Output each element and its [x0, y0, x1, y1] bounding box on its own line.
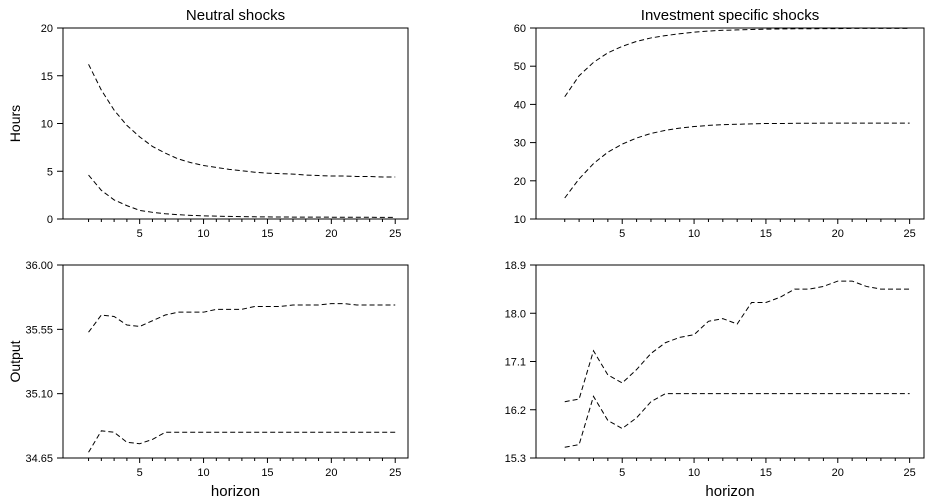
x-tick-label: 20	[832, 467, 844, 479]
series-line-2	[564, 393, 910, 448]
series-line-1	[88, 303, 396, 333]
series-line-2	[88, 430, 396, 453]
x-tick-label: 20	[325, 228, 337, 240]
x-tick-label: 5	[137, 467, 143, 479]
plot-frame	[535, 264, 925, 459]
x-tick-label: 5	[619, 228, 625, 240]
y-tick-label: 35.10	[25, 389, 53, 401]
series-line-1	[564, 27, 910, 98]
y-tick-label: 36.00	[25, 260, 53, 272]
y-tick-label: 30	[514, 138, 526, 150]
chart-panel-1: 5 10 15 20 25 0 5 10 15 20 Neutral shocks Hours	[7, 7, 409, 240]
x-tick-label: 15	[261, 467, 273, 479]
x-tick-label: 10	[688, 467, 700, 479]
series-line-1	[88, 64, 396, 178]
chart-panel-2: 5 10 15 20 25 10 20 30 40 50 60 Investment specific…	[514, 7, 925, 240]
x-tick-label: 25	[389, 228, 401, 240]
series-line-2	[564, 122, 910, 199]
plot-frame	[62, 264, 409, 459]
y-axis-label: Output	[7, 340, 23, 382]
plot-frame	[535, 27, 925, 220]
plot-frame	[62, 27, 409, 220]
x-axis-label: horizon	[705, 483, 754, 500]
y-tick-label: 10	[514, 214, 526, 226]
y-tick-label: 50	[514, 61, 526, 73]
x-tick-label: 25	[389, 467, 401, 479]
y-axis-label: Hours	[7, 105, 23, 142]
y-tick-label: 15.3	[505, 453, 526, 465]
y-tick-label: 20	[514, 176, 526, 188]
series-line-2	[88, 174, 396, 218]
y-tick-label: 60	[514, 23, 526, 35]
y-tick-label: 34.65	[25, 453, 53, 465]
x-axis-label: horizon	[211, 483, 260, 500]
x-tick-label: 10	[197, 467, 209, 479]
y-tick-label: 5	[47, 166, 53, 178]
y-tick-label: 40	[514, 99, 526, 111]
x-tick-label: 15	[760, 228, 772, 240]
y-tick-label: 18.9	[505, 260, 526, 272]
panel-title: Investment specific shocks	[641, 7, 819, 24]
x-tick-label: 15	[261, 228, 273, 240]
y-tick-label: 0	[47, 214, 53, 226]
x-tick-label: 25	[904, 228, 916, 240]
chart-panel-4: 5 10 15 20 25 15.3 16.2 17.1 18.0 18.9 horizon	[505, 260, 925, 500]
x-tick-label: 15	[760, 467, 772, 479]
y-tick-label: 35.55	[25, 324, 53, 336]
y-tick-label: 20	[41, 23, 53, 35]
y-tick-label: 18.0	[505, 308, 526, 320]
panel-title: Neutral shocks	[186, 7, 285, 24]
x-tick-label: 10	[197, 228, 209, 240]
x-tick-label: 20	[325, 467, 337, 479]
x-tick-label: 20	[832, 228, 844, 240]
y-tick-label: 15	[41, 71, 53, 83]
x-tick-label: 25	[904, 467, 916, 479]
x-tick-label: 5	[137, 228, 143, 240]
y-tick-label: 17.1	[505, 357, 526, 369]
y-tick-label: 10	[41, 119, 53, 131]
y-tick-label: 16.2	[505, 405, 526, 417]
chart-panel-3: 5 10 15 20 25 34.65 35.10 35.55 36.00 Output horiz…	[7, 260, 409, 500]
series-line-1	[564, 280, 910, 403]
x-tick-label: 5	[619, 467, 625, 479]
x-tick-label: 10	[688, 228, 700, 240]
